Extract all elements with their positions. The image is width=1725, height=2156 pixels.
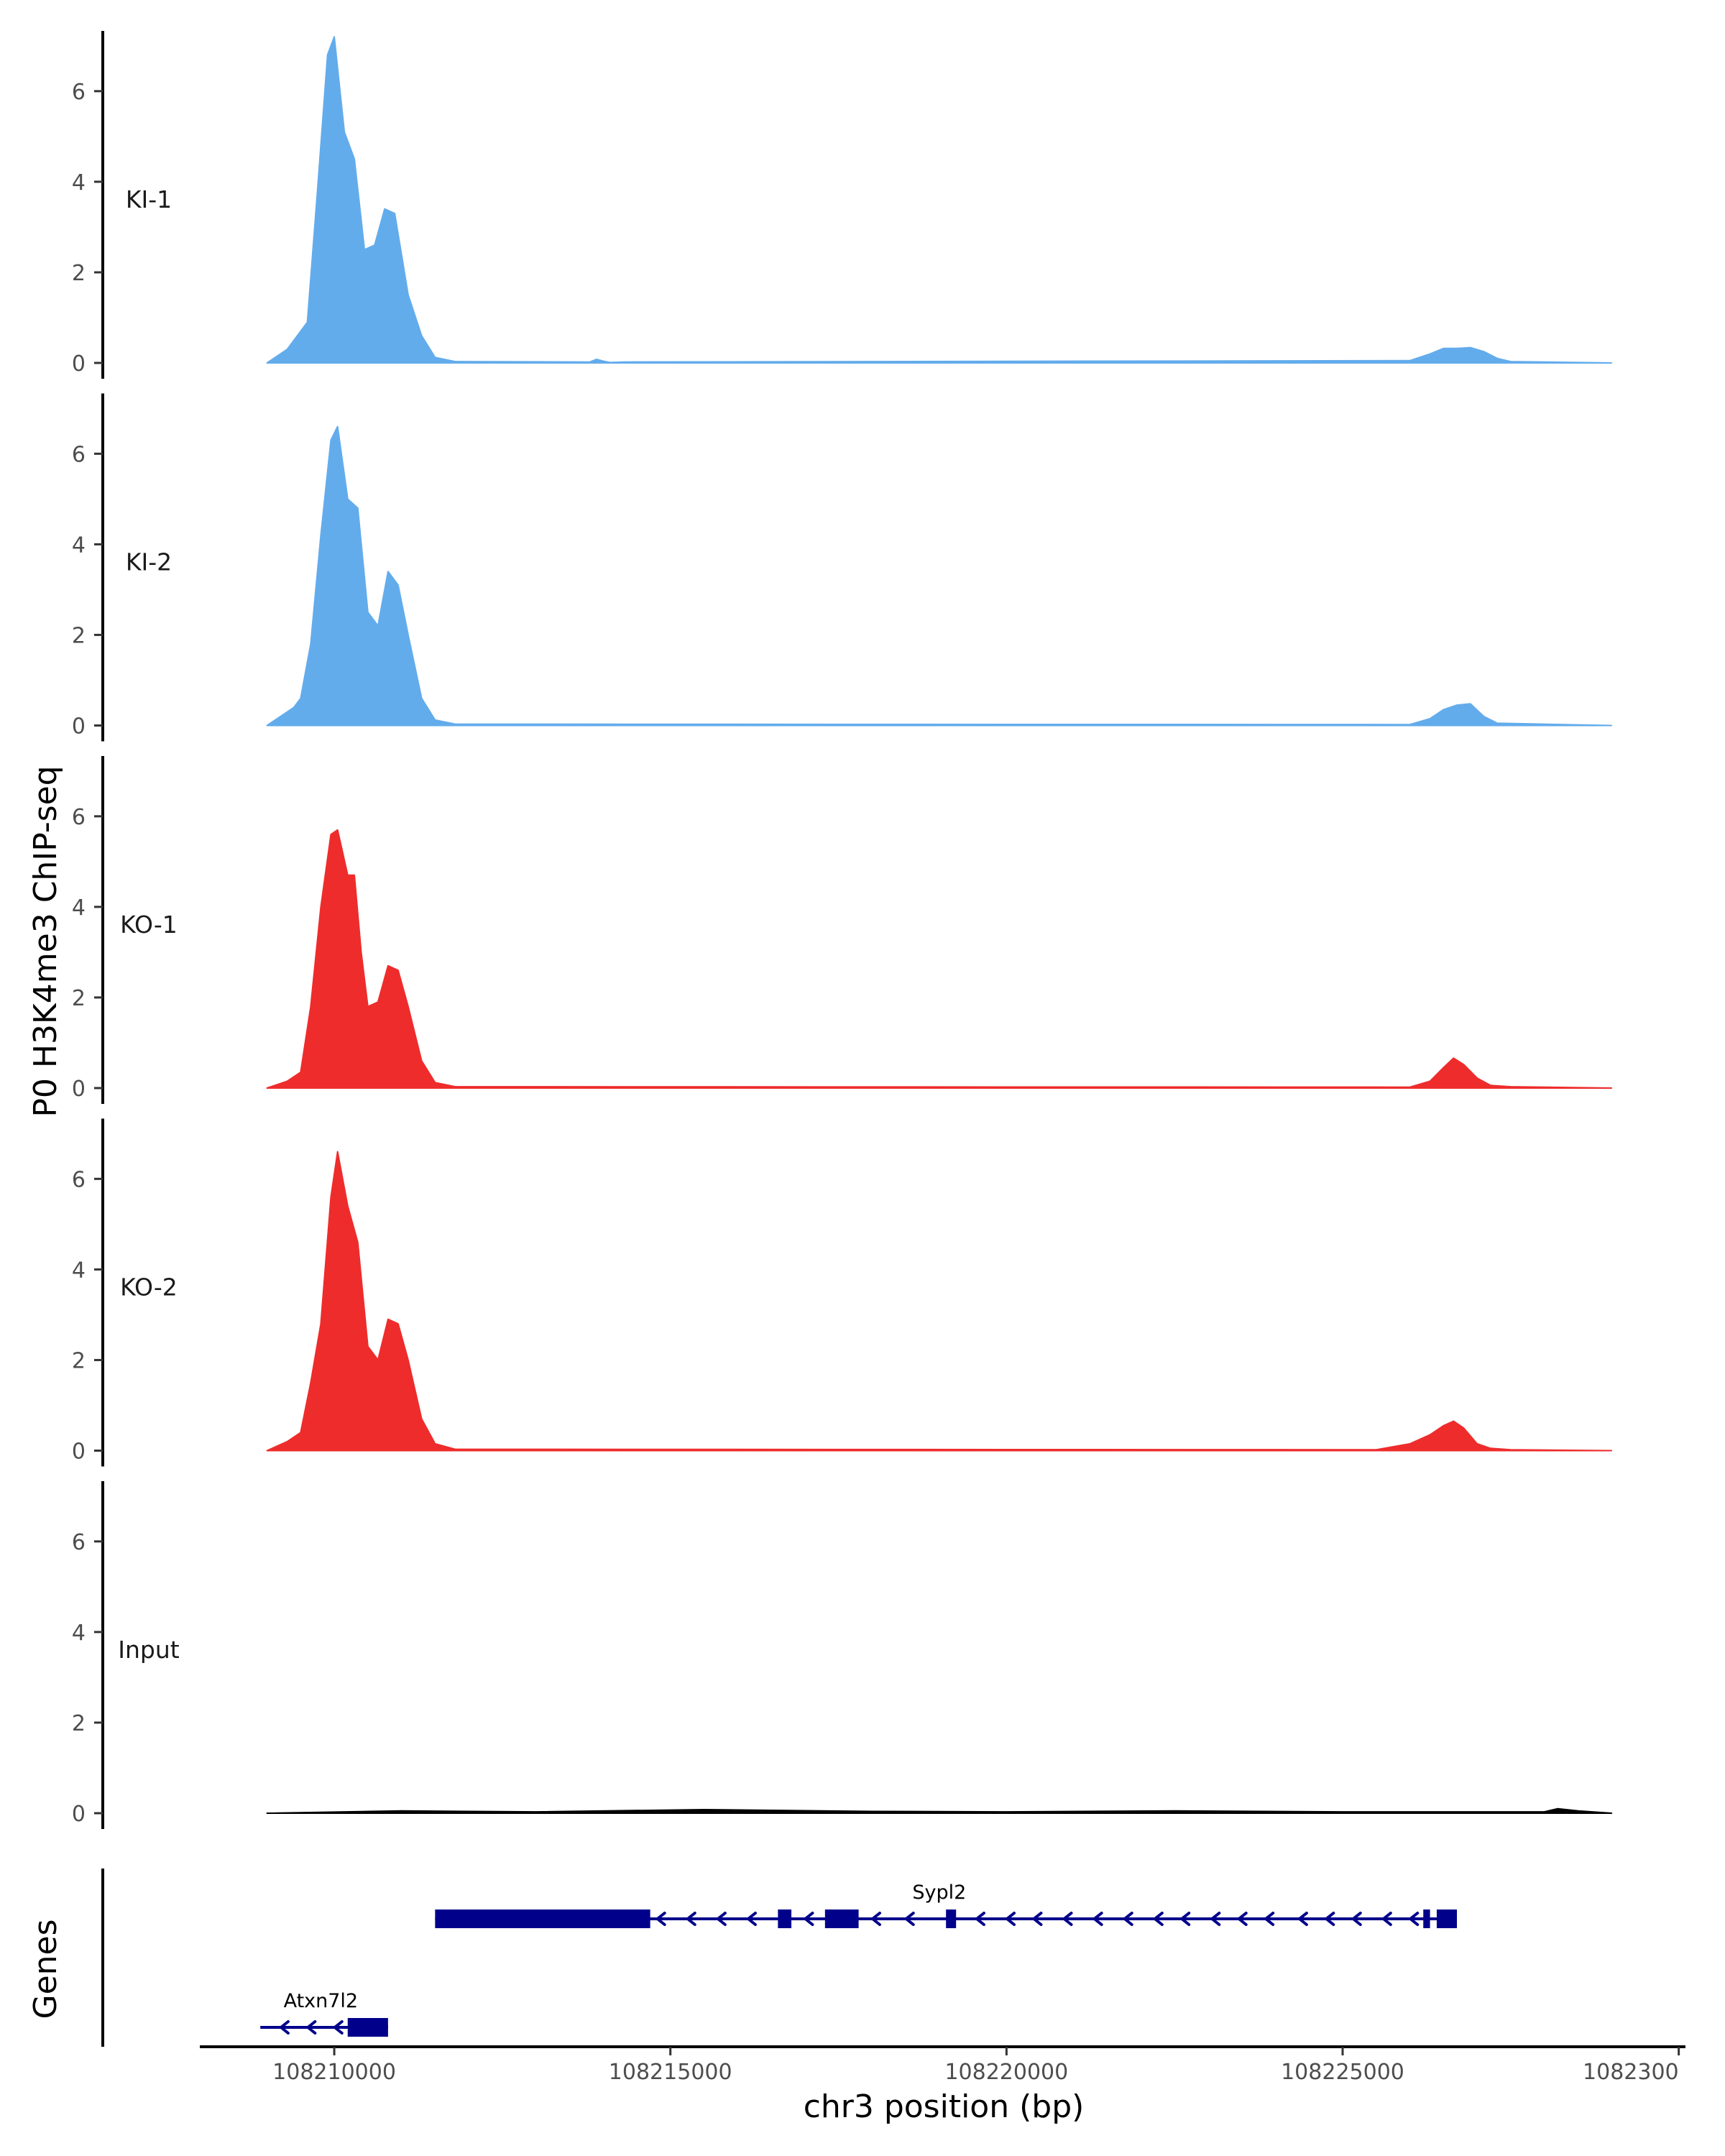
gene-sypl2: Sypl2	[435, 1881, 1457, 1928]
gene-label: Sypl2	[912, 1881, 966, 1904]
strand-arrow	[804, 1912, 814, 1926]
y-tick-label: 2	[72, 1348, 86, 1373]
y-axis-title: P0 H3K4me3 ChIP-seq	[27, 765, 64, 1117]
gene-track: Genes Sypl2 Atxn7l2	[27, 1869, 1457, 2047]
track-ki-1: 0 2 4 6 KI-1	[72, 31, 1613, 379]
x-tick-label: 108225000	[1281, 2060, 1404, 2085]
signal-area-ki-1	[266, 36, 1613, 364]
gene-track-title: Genes	[27, 1919, 64, 2019]
strand-arrow	[279, 2020, 290, 2035]
track-ko-1: 0 2 4 6 KO-1	[72, 756, 1613, 1104]
strand-arrow	[1032, 1912, 1043, 1926]
y-tick-label: 0	[72, 1439, 86, 1465]
gene-exon	[946, 1909, 957, 1928]
gene-label: Atxn7l2	[284, 1990, 359, 2012]
strand-arrow	[870, 1912, 881, 1926]
y-tick-label: 2	[72, 623, 86, 648]
strand-arrow	[716, 1912, 727, 1926]
y-tick-label: 4	[72, 533, 86, 558]
track-input: 0 2 4 6 Input	[72, 1481, 1613, 1829]
gene-atxn7l2: Atxn7l2	[260, 1990, 388, 2037]
track-label: KI-2	[126, 548, 172, 576]
strand-arrow	[1237, 1912, 1248, 1926]
y-tick-label: 0	[72, 1077, 86, 1102]
strand-arrow	[1062, 1912, 1073, 1926]
gene-exon	[435, 1909, 650, 1928]
y-tick-label: 0	[72, 1802, 86, 1827]
y-tick-label: 4	[72, 895, 86, 921]
x-tick-label: 108215000	[609, 2060, 732, 2085]
track-label: KI-1	[126, 185, 172, 213]
strand-arrow	[1123, 1912, 1133, 1926]
signal-area-ki-2	[266, 425, 1613, 727]
strand-arrow	[1153, 1912, 1164, 1926]
gene-exon	[347, 2018, 388, 2037]
y-tick-label: 6	[72, 1530, 86, 1555]
y-tick-label: 0	[72, 714, 86, 740]
track-label: KO-1	[120, 911, 178, 939]
y-tick-label: 2	[72, 1711, 86, 1736]
track-label: Input	[118, 1636, 180, 1664]
x-axis-title: chr3 position (bp)	[804, 2088, 1085, 2125]
strand-arrow	[1006, 1912, 1016, 1926]
y-tick-label: 4	[72, 1621, 86, 1646]
x-tick-label: 108220000	[944, 2060, 1068, 2085]
gene-exon	[1436, 1909, 1457, 1928]
strand-arrow	[306, 2020, 317, 2035]
strand-arrow	[975, 1912, 985, 1926]
y-tick-label: 2	[72, 986, 86, 1011]
strand-arrow	[333, 2020, 344, 2035]
gene-exon	[1423, 1909, 1430, 1928]
strand-arrow	[1351, 1912, 1362, 1926]
track-label: KO-2	[120, 1273, 178, 1302]
signal-tracks: 0 2 4 6 KI-1 0 2 4 6 KI-2 0 2 4 6 KO-1 0 2 4 6 KO-2 0 2 4 6 Inpu…	[72, 31, 1613, 1829]
signal-area-ko-1	[266, 829, 1613, 1089]
x-tick-label: 108210000	[272, 2060, 396, 2085]
y-tick-label: 0	[72, 351, 86, 377]
strand-arrow	[1264, 1912, 1275, 1926]
strand-arrow	[1325, 1912, 1335, 1926]
strand-arrow	[686, 1912, 696, 1926]
y-tick-label: 2	[72, 261, 86, 286]
strand-arrow	[904, 1912, 915, 1926]
track-ki-2: 0 2 4 6 KI-2	[72, 393, 1613, 742]
strand-arrow	[1092, 1912, 1103, 1926]
gene-exon	[778, 1909, 792, 1928]
strand-arrow	[656, 1912, 666, 1926]
y-tick-label: 6	[72, 805, 86, 830]
strand-arrow	[1297, 1912, 1308, 1926]
strand-arrow	[1210, 1912, 1221, 1926]
x-axis: 108210000 108215000 108220000 108225000 1082…	[200, 2045, 1685, 2085]
y-tick-label: 6	[72, 1167, 86, 1192]
strand-arrow	[1409, 1912, 1420, 1926]
y-tick-label: 4	[72, 170, 86, 195]
signal-area-input	[266, 1807, 1613, 1814]
track-ko-2: 0 2 4 6 KO-2	[72, 1118, 1613, 1467]
y-tick-label: 6	[72, 442, 86, 467]
x-tick-label: 1082300	[1583, 2060, 1679, 2085]
gene-exon	[824, 1909, 859, 1928]
strand-arrow	[1180, 1912, 1191, 1926]
y-tick-label: 6	[72, 80, 86, 105]
strand-arrow	[1381, 1912, 1392, 1926]
signal-area-ko-2	[266, 1151, 1613, 1452]
strand-arrow	[746, 1912, 757, 1926]
y-tick-label: 4	[72, 1258, 86, 1283]
